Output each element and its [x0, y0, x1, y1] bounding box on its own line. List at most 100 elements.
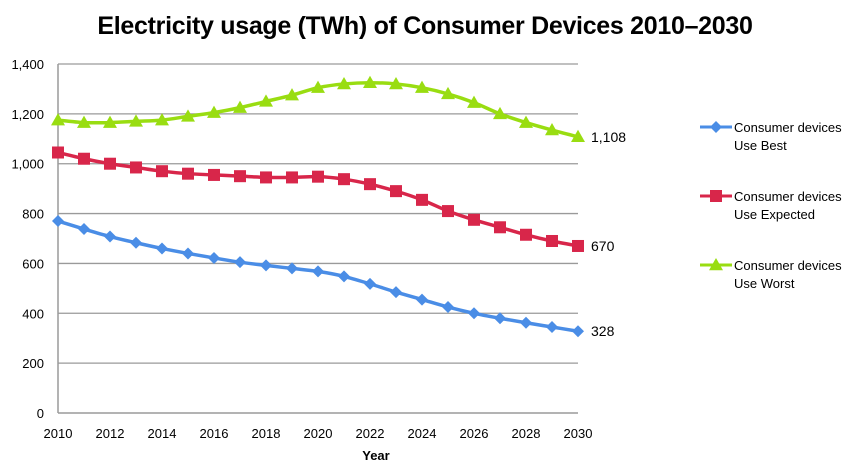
data-point — [520, 228, 532, 241]
y-axis-ticks: 0 200 400 600 800 1,000 1,200 1,400 — [11, 57, 44, 421]
data-point — [571, 129, 585, 143]
data-point — [364, 277, 376, 290]
data-point — [338, 173, 350, 186]
data-point — [337, 76, 351, 90]
data-point — [182, 247, 194, 260]
y-tick-label: 1,200 — [11, 107, 44, 122]
data-point — [52, 215, 64, 228]
data-point — [129, 114, 143, 127]
data-point — [442, 301, 454, 314]
data-point — [363, 75, 377, 88]
data-point — [285, 88, 299, 101]
data-point — [130, 236, 142, 249]
y-tick-label: 1,000 — [11, 157, 44, 172]
y-tick-label: 400 — [22, 306, 44, 321]
legend-item: Consumer devices Use Best — [700, 120, 842, 153]
data-point — [156, 242, 168, 255]
data-point — [286, 262, 298, 275]
data-point — [416, 293, 428, 306]
legend-label: Consumer devices — [734, 258, 842, 273]
x-axis-title: Year — [362, 448, 389, 463]
data-point — [208, 251, 220, 264]
end-labels: 328 670 1,108 — [591, 129, 626, 339]
gridlines — [58, 63, 578, 364]
data-point — [390, 286, 402, 299]
data-point — [468, 307, 480, 320]
data-point — [311, 80, 325, 93]
data-point — [493, 106, 507, 120]
data-point — [546, 320, 558, 333]
series-diamond — [52, 215, 584, 338]
data-point — [519, 115, 533, 128]
data-point — [156, 165, 168, 178]
data-point — [260, 171, 272, 184]
end-value-label: 1,108 — [591, 129, 626, 145]
chart-title: Electricity usage (TWh) of Consumer Devi… — [97, 12, 753, 40]
y-tick-label: 0 — [37, 406, 44, 421]
data-point — [390, 185, 402, 198]
x-tick-label: 2012 — [96, 426, 125, 441]
legend-item: Consumer devices Use Expected — [700, 189, 842, 222]
data-point — [182, 167, 194, 180]
data-point — [78, 152, 90, 165]
data-point — [468, 213, 480, 226]
data-point — [416, 193, 428, 206]
end-value-label: 670 — [591, 238, 615, 254]
x-tick-label: 2020 — [304, 426, 333, 441]
data-point — [389, 76, 403, 90]
data-point — [233, 100, 247, 113]
y-tick-label: 600 — [22, 256, 44, 271]
x-tick-label: 2022 — [356, 426, 385, 441]
data-point — [494, 221, 506, 234]
y-tick-label: 800 — [22, 207, 44, 222]
data-point — [312, 265, 324, 278]
legend-label: Use Best — [734, 138, 787, 153]
data-point — [207, 105, 221, 118]
data-point — [572, 239, 584, 252]
data-point — [78, 223, 90, 236]
data-point — [286, 171, 298, 184]
data-point — [415, 80, 429, 93]
data-point — [208, 168, 220, 181]
data-point — [77, 115, 91, 128]
y-tick-label: 200 — [22, 356, 44, 371]
x-tick-label: 2018 — [252, 426, 281, 441]
data-point — [260, 259, 272, 272]
legend-label: Consumer devices — [734, 189, 842, 204]
data-point — [520, 316, 532, 329]
legend-swatch-marker — [710, 121, 722, 133]
x-tick-label: 2026 — [460, 426, 489, 441]
x-tick-label: 2010 — [44, 426, 73, 441]
data-point — [364, 178, 376, 191]
x-tick-label: 2030 — [564, 426, 593, 441]
data-point — [104, 157, 116, 170]
end-value-label: 328 — [591, 323, 615, 339]
data-point — [103, 115, 117, 128]
data-point — [52, 146, 64, 159]
x-axis-ticks: 2010 2012 2014 2016 2018 2020 2022 2024 2026 2028… — [44, 426, 593, 441]
data-point — [494, 312, 506, 325]
legend-label: Use Worst — [734, 276, 795, 291]
x-tick-label: 2016 — [200, 426, 229, 441]
series-triangle — [51, 75, 585, 143]
legend-item: Consumer devices Use Worst — [700, 258, 842, 291]
data-point — [155, 113, 169, 126]
data-point — [51, 113, 65, 126]
legend-label: Consumer devices — [734, 120, 842, 135]
data-point — [181, 109, 195, 122]
x-tick-label: 2024 — [408, 426, 437, 441]
x-tick-label: 2028 — [512, 426, 541, 441]
legend-swatch-marker — [710, 190, 722, 202]
data-point — [234, 170, 246, 183]
x-tick-label: 2014 — [148, 426, 177, 441]
y-tick-label: 1,400 — [11, 57, 44, 72]
data-point — [104, 230, 116, 243]
data-point — [442, 205, 454, 218]
data-point — [467, 95, 481, 108]
data-point — [234, 256, 246, 269]
series-group — [51, 75, 585, 338]
data-point — [441, 86, 455, 100]
legend-swatch-marker — [709, 258, 723, 271]
